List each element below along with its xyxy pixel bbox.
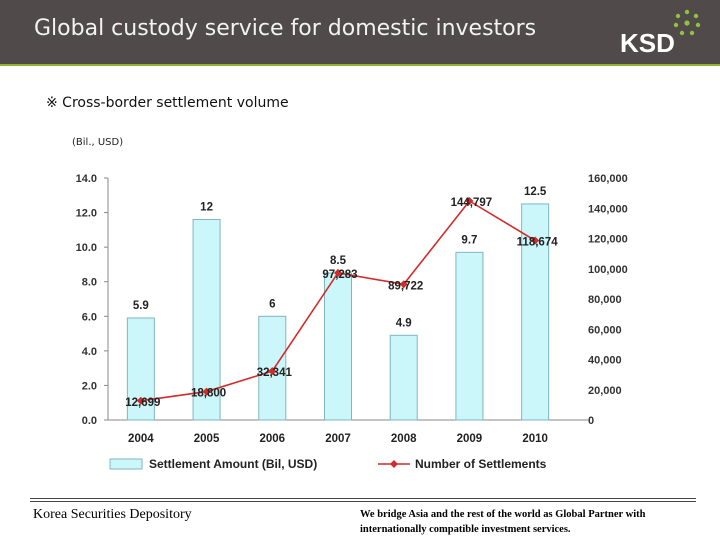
chart-subtitle: ※ Cross-border settlement volume	[46, 95, 289, 111]
bar-data-label: 6	[269, 298, 275, 310]
y-left-tick-label: 6.0	[82, 311, 97, 323]
line-data-label: 144,797	[451, 197, 493, 209]
line-point-marker	[202, 387, 211, 396]
x-tick-label: 2006	[259, 433, 285, 445]
y-left-tick-label: 14.0	[76, 173, 97, 185]
y-right-tick-label: 100,000	[588, 264, 628, 276]
unit-label: (Bil., USD)	[72, 137, 124, 148]
y-right-tick-label: 0	[588, 415, 594, 427]
bar-data-label: 9.7	[461, 234, 477, 246]
line-point-marker	[136, 396, 145, 405]
bar-data-label: 8.5	[330, 255, 347, 267]
footer-org-name: Korea Securities Depository	[33, 507, 192, 522]
bar	[192, 218, 221, 421]
footer-divider	[30, 498, 696, 499]
bar-data-label: 5.9	[133, 300, 149, 312]
bar	[455, 251, 484, 421]
header-divider	[0, 64, 720, 66]
y-left-tick-label: 10.0	[76, 242, 97, 254]
y-left-tick-label: 8.0	[82, 277, 97, 289]
ksd-logo-icon	[673, 9, 701, 36]
line-data-label: 118,674	[517, 237, 559, 249]
y-right-tick-label: 120,000	[588, 234, 628, 246]
x-tick-label: 2005	[194, 433, 220, 445]
y-left-tick-label: 12.0	[76, 208, 97, 220]
bar-data-label: 12.5	[524, 186, 547, 198]
bar-data-label: 12	[200, 201, 213, 213]
line-data-label: 97,283	[322, 269, 357, 281]
line-data-label: 89,722	[388, 280, 423, 292]
y-left-tick-label: 2.0	[82, 380, 97, 392]
line-point-marker	[268, 367, 277, 376]
y-left-tick-label: 0.0	[82, 415, 97, 427]
line-point-marker	[465, 196, 474, 205]
line-point-marker	[531, 236, 540, 245]
x-tick-label: 2010	[522, 433, 548, 445]
footer-divider-2	[30, 501, 696, 502]
y-left-tick-label: 4.0	[82, 346, 97, 358]
line-data-label: 12,699	[125, 397, 160, 409]
line-point-marker	[399, 280, 408, 289]
bar	[389, 334, 418, 421]
y-right-tick-label: 160,000	[588, 173, 628, 185]
x-tick-label: 2007	[325, 433, 351, 445]
line-point-marker	[334, 268, 342, 277]
y-right-tick-label: 20,000	[588, 385, 622, 397]
page-title: Global custody service for domestic inve…	[34, 16, 537, 41]
x-tick-label: 2008	[391, 433, 417, 445]
x-tick-label: 2009	[457, 433, 483, 445]
bar	[324, 272, 352, 421]
ksd-logo: KSD	[620, 28, 675, 58]
y-right-tick-label: 60,000	[588, 324, 622, 336]
legend-bar-swatch	[109, 458, 143, 470]
legend-bar-label: Settlement Amount (Bil, USD)	[149, 457, 317, 471]
footer-tagline: We bridge Asia and the rest of the world…	[360, 509, 646, 535]
legend-line-marker	[390, 460, 398, 468]
y-right-tick-label: 40,000	[588, 355, 622, 367]
y-right-tick-label: 140,000	[588, 203, 628, 215]
line-data-label: 18,800	[191, 388, 226, 400]
line-data-label: 32,341	[257, 367, 293, 379]
header-bar	[0, 0, 720, 64]
bar-data-label: 4.9	[396, 317, 412, 329]
legend-line-label: Number of Settlements	[415, 457, 547, 471]
y-right-tick-label: 80,000	[588, 294, 622, 306]
x-tick-label: 2004	[128, 433, 154, 445]
